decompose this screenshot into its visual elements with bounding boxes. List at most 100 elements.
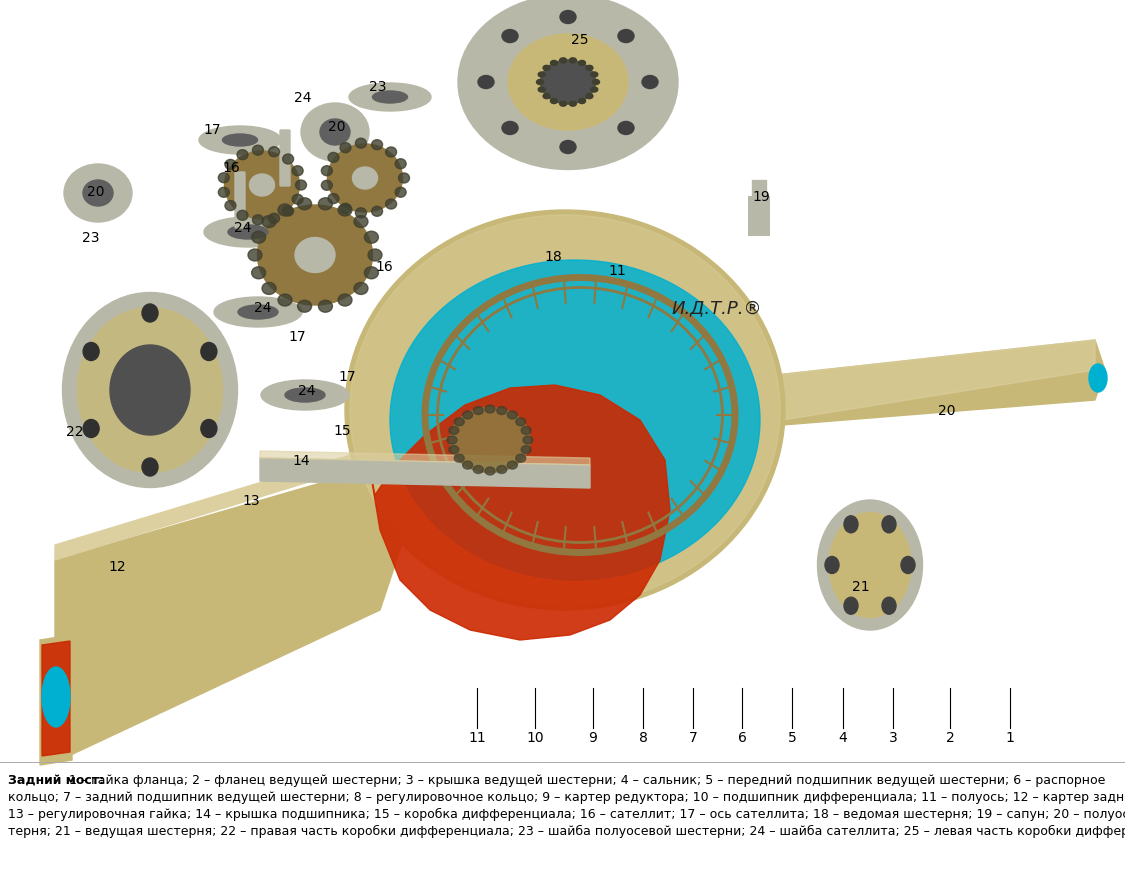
Ellipse shape [515, 418, 525, 426]
Ellipse shape [398, 173, 410, 183]
Ellipse shape [371, 140, 382, 150]
Ellipse shape [83, 419, 99, 437]
Ellipse shape [83, 342, 99, 360]
Ellipse shape [507, 461, 518, 470]
Ellipse shape [364, 267, 378, 279]
Ellipse shape [225, 201, 236, 211]
Ellipse shape [901, 556, 915, 573]
Ellipse shape [295, 237, 335, 272]
Ellipse shape [318, 198, 332, 210]
FancyBboxPatch shape [280, 130, 290, 186]
Ellipse shape [593, 80, 600, 84]
Text: 23: 23 [82, 231, 100, 245]
Text: 13: 13 [242, 494, 260, 508]
Ellipse shape [478, 75, 494, 89]
Bar [752, 180, 766, 200]
Ellipse shape [282, 206, 294, 216]
Text: 8: 8 [639, 731, 648, 745]
Text: терня; 21 – ведущая шестерня; 22 – правая часть коробки дифференциала; 23 – шайб: терня; 21 – ведущая шестерня; 22 – права… [8, 825, 1125, 838]
Polygon shape [42, 641, 70, 756]
Ellipse shape [83, 180, 113, 206]
Ellipse shape [523, 436, 533, 444]
Ellipse shape [818, 500, 922, 630]
Text: 1 – гайка фланца; 2 – фланец ведущей шестерни; 3 – крышка ведущей шестерни; 4 – : 1 – гайка фланца; 2 – фланец ведущей шес… [65, 774, 1106, 787]
Ellipse shape [550, 99, 558, 104]
Ellipse shape [142, 304, 158, 322]
Ellipse shape [252, 231, 266, 243]
Text: 20: 20 [328, 120, 345, 134]
Ellipse shape [569, 58, 576, 63]
Ellipse shape [825, 556, 839, 573]
Ellipse shape [449, 445, 459, 453]
Ellipse shape [354, 216, 368, 228]
Ellipse shape [269, 213, 279, 223]
Ellipse shape [201, 342, 217, 360]
Ellipse shape [1089, 364, 1107, 392]
Ellipse shape [328, 152, 339, 162]
Ellipse shape [282, 154, 294, 164]
Ellipse shape [364, 231, 378, 243]
Ellipse shape [559, 58, 567, 63]
Ellipse shape [237, 150, 248, 159]
Ellipse shape [458, 0, 678, 169]
Ellipse shape [372, 91, 407, 103]
Ellipse shape [42, 667, 70, 727]
Ellipse shape [237, 211, 248, 220]
Ellipse shape [586, 65, 593, 71]
Ellipse shape [485, 467, 495, 475]
Polygon shape [370, 385, 670, 640]
Ellipse shape [218, 173, 229, 183]
Text: 11: 11 [468, 731, 486, 745]
Text: 13 – регулировочная гайка; 14 – крышка подшипника; 15 – коробка дифференциала; 1: 13 – регулировочная гайка; 14 – крышка п… [8, 808, 1125, 821]
Ellipse shape [248, 249, 262, 261]
Ellipse shape [507, 411, 518, 419]
Text: 17: 17 [288, 330, 306, 344]
Ellipse shape [340, 142, 351, 152]
Text: 7: 7 [688, 731, 698, 745]
Ellipse shape [449, 426, 459, 435]
Text: 9: 9 [588, 731, 597, 745]
Ellipse shape [285, 388, 325, 402]
Polygon shape [55, 460, 420, 760]
Ellipse shape [142, 458, 158, 476]
Ellipse shape [537, 80, 543, 84]
Ellipse shape [356, 208, 367, 218]
Text: Задний мост:: Задний мост: [8, 774, 105, 787]
Bar [748, 196, 770, 236]
Ellipse shape [63, 292, 237, 487]
Ellipse shape [543, 65, 550, 71]
Ellipse shape [618, 30, 634, 42]
Ellipse shape [345, 210, 785, 610]
Ellipse shape [218, 187, 229, 197]
Ellipse shape [462, 411, 472, 419]
Text: 24: 24 [295, 91, 312, 105]
Text: 25: 25 [572, 33, 588, 47]
Text: 20: 20 [938, 404, 956, 418]
Ellipse shape [356, 138, 367, 148]
Ellipse shape [258, 205, 372, 305]
Ellipse shape [322, 180, 332, 190]
Ellipse shape [350, 215, 780, 605]
Text: 19: 19 [753, 190, 770, 204]
Ellipse shape [225, 151, 299, 219]
Text: 11: 11 [609, 264, 626, 278]
Ellipse shape [252, 145, 263, 155]
Ellipse shape [474, 466, 484, 473]
Ellipse shape [349, 83, 431, 111]
Ellipse shape [252, 267, 266, 279]
Polygon shape [680, 340, 1105, 450]
Ellipse shape [338, 294, 352, 306]
Ellipse shape [829, 513, 911, 617]
Ellipse shape [110, 345, 190, 435]
Ellipse shape [450, 408, 530, 472]
Polygon shape [260, 458, 590, 488]
Ellipse shape [302, 103, 369, 161]
Polygon shape [55, 440, 400, 560]
Ellipse shape [502, 122, 518, 134]
Text: 2: 2 [946, 731, 954, 745]
Ellipse shape [521, 445, 531, 453]
Text: 17: 17 [204, 123, 220, 137]
Ellipse shape [204, 217, 292, 247]
Ellipse shape [262, 282, 276, 295]
Ellipse shape [540, 60, 595, 104]
